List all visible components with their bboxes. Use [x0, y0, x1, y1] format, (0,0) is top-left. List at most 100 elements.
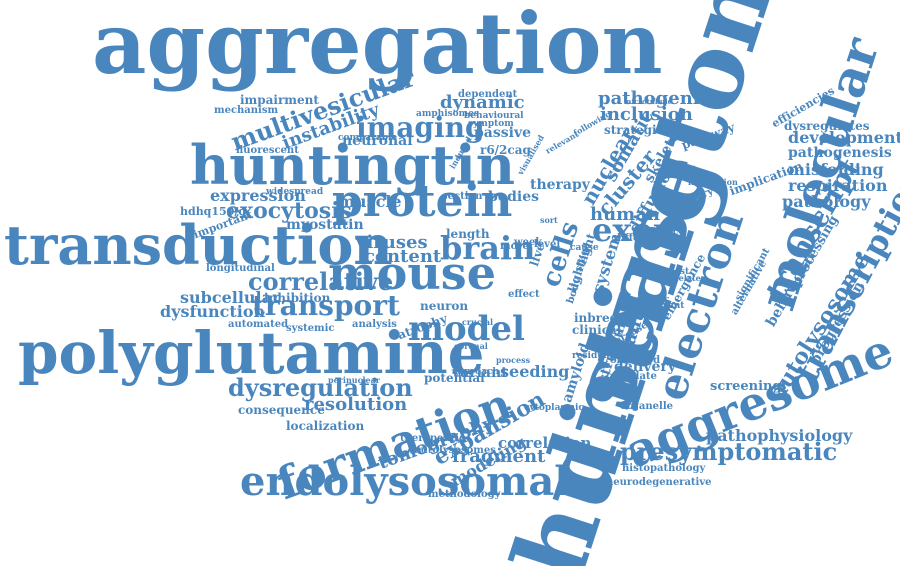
cloud-word: strategies: [604, 123, 671, 137]
cloud-word: content: [364, 246, 442, 267]
cloud-word: pathogenic: [598, 88, 711, 109]
cloud-word: more: [500, 241, 529, 252]
cloud-word: correlation: [498, 434, 592, 452]
cloud-word: fragment: [452, 446, 546, 467]
cloud-word: autolysosomes: [414, 445, 496, 456]
cloud-word: impairment: [240, 93, 319, 107]
cloud-word: expression: [210, 186, 306, 205]
cloud-word: observed: [610, 355, 661, 366]
cloud-word: coronal: [454, 341, 488, 351]
cloud-word: sort: [540, 215, 558, 225]
cloud-word: correlated: [660, 273, 707, 283]
cloud-word: residual: [572, 351, 614, 361]
cloud-word: widespread: [266, 187, 324, 197]
cloud-word: variant: [452, 365, 508, 381]
cloud-word: crucial: [462, 317, 494, 327]
cloud-word: process: [496, 355, 531, 365]
cloud-word: section: [442, 191, 483, 202]
cloud-word: microtubule: [624, 97, 673, 106]
cloud-word: muscle: [338, 192, 402, 211]
cloud-word: organelle: [620, 401, 674, 412]
cloud-word: pathology: [782, 192, 871, 211]
cloud-word: automated: [228, 319, 289, 330]
cloud-word: neurodegenerative: [606, 477, 712, 488]
cloud-word: different: [614, 233, 663, 244]
cloud-word: viruses: [356, 232, 428, 253]
cloud-word: fluorescent: [236, 145, 299, 156]
cloud-word: correlate: [606, 371, 657, 382]
cloud-word: protein: [332, 176, 513, 227]
cloud-word: cellular: [630, 295, 669, 305]
cloud-word: seeding: [500, 362, 570, 381]
cloud-word: transduction: [4, 213, 393, 277]
cloud-word: behavioural: [464, 111, 524, 121]
cloud-word: symptom: [468, 119, 514, 129]
cloud-word: perinuclear: [328, 375, 380, 385]
cloud-word: dysregulates: [784, 119, 870, 133]
cloud-word: prevent: [646, 301, 685, 311]
cloud-word: mouse: [328, 246, 496, 300]
cloud-word: longitudinal: [206, 263, 275, 274]
cloud-word: analysis: [352, 319, 397, 330]
cloud-word: approach: [452, 367, 500, 377]
cloud-word: level: [534, 239, 561, 250]
cloud-word: cytoplasmic: [524, 403, 584, 413]
cloud-word: huntingtin: [190, 133, 515, 197]
cloud-word: development: [788, 128, 900, 147]
cloud-word: subcellular: [180, 288, 281, 307]
cloud-word: interaction: [688, 177, 738, 187]
cloud-word: pathogenesis: [788, 145, 892, 161]
cloud-word: inbred: [574, 311, 619, 325]
cloud-word: inclusion: [600, 104, 693, 125]
cloud-word: aggregation: [92, 0, 663, 93]
cloud-word: evidence: [640, 227, 685, 237]
cloud-word: exocytosis: [226, 198, 352, 224]
cloud-word: pathophysiology: [706, 426, 853, 445]
cloud-word: neuron: [420, 299, 469, 313]
cloud-word: r6/2cag: [480, 143, 531, 157]
cloud-word: brain: [440, 229, 536, 267]
cloud-word: endolysosomal: [240, 458, 570, 505]
cloud-word: bodies: [488, 189, 540, 205]
cloud-word: presymptomatic: [620, 437, 838, 466]
cloud-word: transport: [252, 289, 400, 322]
cloud-word: effect: [508, 289, 540, 300]
cloud-word: amphisomes: [416, 109, 479, 119]
cloud-word: dynamic: [440, 92, 525, 113]
cloud-word: length: [446, 227, 490, 241]
cloud-word: week: [514, 237, 543, 248]
cloud-word: exon: [592, 211, 677, 249]
cloud-word: dependent: [458, 89, 518, 100]
cloud-word: delivery: [614, 359, 676, 375]
cloud-word: inhibition: [264, 291, 331, 305]
cloud-word: therapeutic: [400, 433, 466, 444]
cloud-word: polyglutamine: [18, 319, 485, 387]
cloud-word: neuronal: [342, 133, 413, 149]
cloud-word: mechanism: [214, 105, 279, 116]
cloud-word: relevant: [543, 128, 581, 156]
cloud-word: correlative: [248, 267, 394, 296]
cloud-word: dysregulation: [228, 373, 413, 402]
cloud-word: methodology: [428, 489, 501, 500]
cloud-word: human: [590, 204, 660, 225]
cloud-word: histopathology: [622, 463, 706, 474]
cloud-word: hdhq150/q: [180, 205, 247, 218]
cloud-word: therapy: [530, 177, 590, 193]
cloud-word: potential: [424, 371, 485, 385]
cloud-word: cause: [570, 243, 599, 253]
cloud-word: dysfunction: [160, 302, 266, 321]
cloud-word: model: [408, 309, 525, 349]
cloud-word: myostatin: [286, 217, 364, 233]
cloud-word: imaging: [356, 111, 485, 144]
cloud-word: respiration: [788, 176, 888, 195]
cloud-word: suggest: [650, 267, 690, 277]
cloud-word: localization: [286, 419, 365, 433]
cloud-word: screening: [710, 379, 782, 394]
cloud-word: systemic: [286, 323, 335, 334]
cloud-word: consequence: [238, 403, 325, 417]
cloud-word: passive: [474, 125, 531, 141]
cloud-word: misfolding: [788, 160, 884, 179]
cloud-word: resolution: [304, 394, 408, 415]
cloud-word: clinical: [572, 323, 622, 337]
